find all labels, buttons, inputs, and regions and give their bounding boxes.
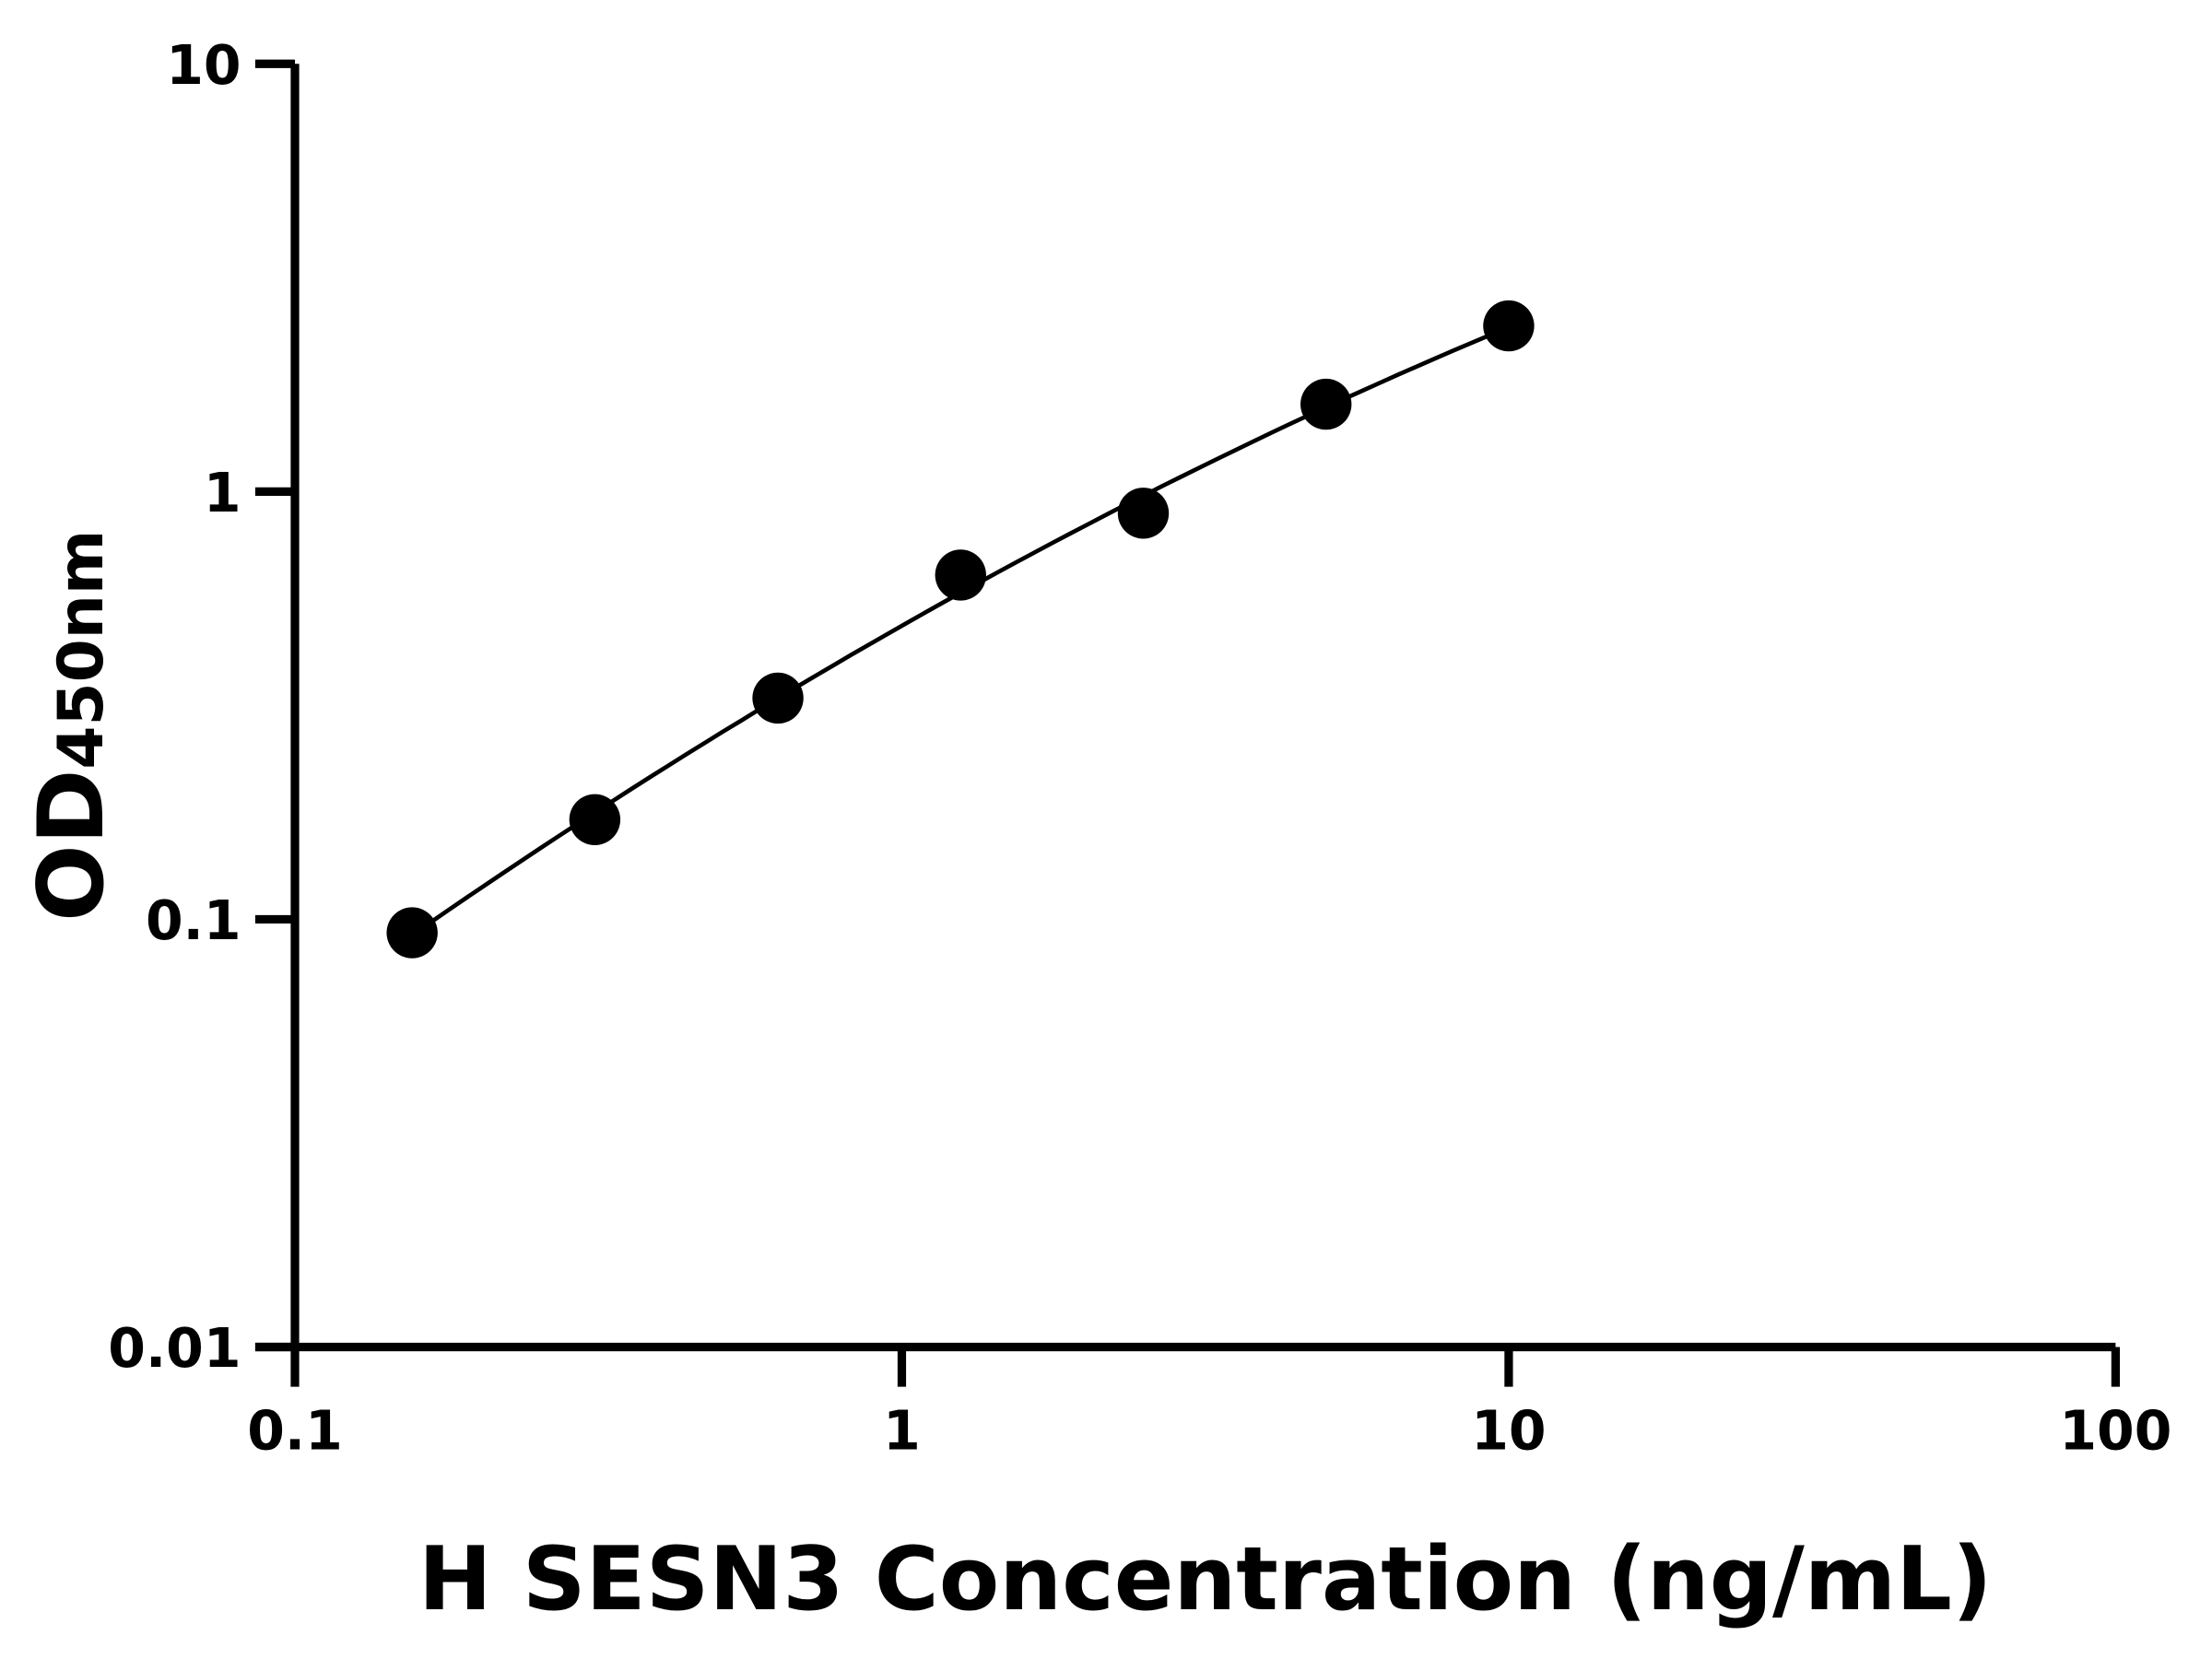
y-axis-label: OD450nm	[19, 530, 124, 922]
y-tick-label: 1	[204, 462, 241, 524]
y-axis-label-main: OD	[19, 770, 124, 922]
data-point	[752, 672, 804, 724]
data-point	[386, 907, 438, 959]
y-axis-label-sub: 450nm	[44, 530, 117, 770]
x-axis-label: H SESN3 Concentration (ng/mL)	[418, 1528, 1993, 1630]
data-point	[569, 794, 621, 845]
data-point	[1117, 488, 1170, 539]
data-point	[935, 549, 986, 601]
x-tick-label: 10	[1471, 1399, 1546, 1462]
y-tick-label: 0.1	[146, 889, 241, 952]
data-point	[1483, 300, 1535, 352]
y-tick-label: 0.01	[108, 1317, 241, 1380]
x-tick-label: 0.1	[247, 1399, 343, 1462]
y-tick-label: 10	[166, 34, 241, 97]
data-point	[1300, 378, 1352, 430]
data-points	[386, 300, 1535, 959]
svg-text:OD450nm: OD450nm	[19, 530, 124, 922]
x-tick-label: 100	[2059, 1399, 2171, 1462]
x-tick-label: 1	[883, 1399, 921, 1462]
